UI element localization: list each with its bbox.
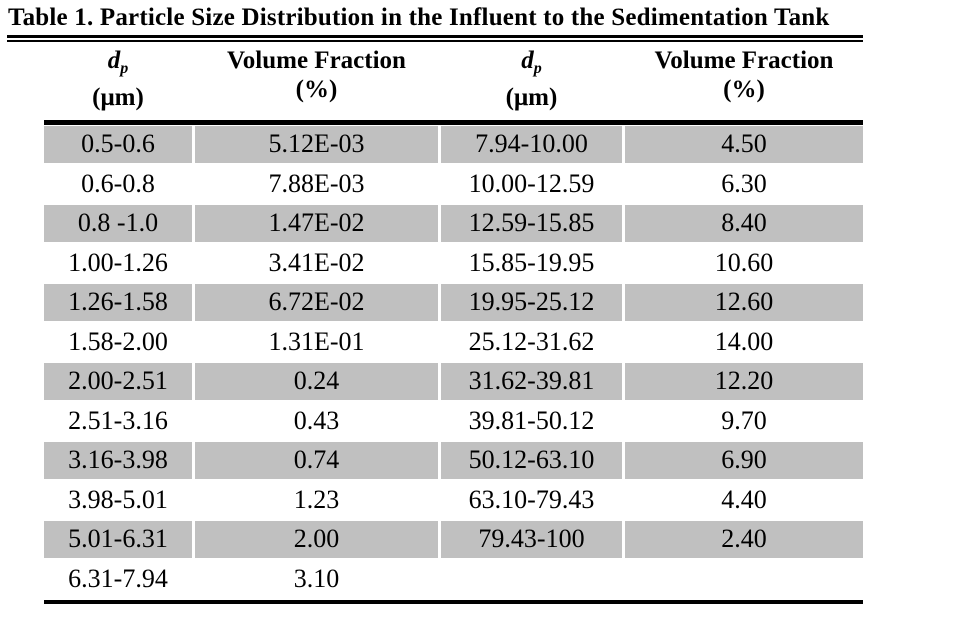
header-col-volume-fraction-left: Volume Fraction (%) <box>195 46 438 112</box>
header-volume-fraction-unit: (%) <box>723 76 765 103</box>
table-row: 1.26-1.58 6.72E-02 19.95-25.12 12.60 <box>44 284 863 321</box>
table-cell: 7.88E-03 <box>268 168 365 198</box>
table-cell: 10.60 <box>714 247 774 277</box>
table-row: 2.51-3.16 0.43 39.81-50.12 9.70 <box>44 403 863 440</box>
table-cell: 1.26-1.58 <box>44 284 192 321</box>
table-cell: 0.6-0.8 <box>81 168 155 198</box>
table-cell: 63.10-79.43 <box>468 484 595 514</box>
header-col-volume-fraction-right: Volume Fraction (%) <box>625 46 863 112</box>
table-cell: 7.94-10.00 <box>441 126 622 163</box>
header-col-dp-right: dp (μm) <box>441 46 622 112</box>
table-cell: 39.81-50.12 <box>468 405 595 435</box>
table-row: 3.98-5.01 1.23 63.10-79.43 4.40 <box>44 482 863 519</box>
table-cell: 10.00-12.59 <box>468 168 595 198</box>
header-col-dp-left: dp (μm) <box>44 46 192 112</box>
table-cell: 1.58-2.00 <box>68 326 168 356</box>
table-cell: 3.10 <box>293 563 340 593</box>
table-cell: 19.95-25.12 <box>441 284 622 321</box>
table-cell: 6.31-7.94 <box>68 563 168 593</box>
table-row: 5.01-6.31 2.00 79.43-100 2.40 <box>44 521 863 558</box>
table-cell: 12.20 <box>625 363 863 400</box>
table-row: 1.58-2.00 1.31E-01 25.12-31.62 14.00 <box>44 324 863 361</box>
table-cell: 1.31E-01 <box>268 326 365 356</box>
table-cell: 12.60 <box>625 284 863 321</box>
table-cell: 1.00-1.26 <box>68 247 168 277</box>
table-cell: 0.5-0.6 <box>44 126 192 163</box>
table-row: 0.8 -1.0 1.47E-02 12.59-15.85 8.40 <box>44 205 863 242</box>
table-row: 1.00-1.26 3.41E-02 15.85-19.95 10.60 <box>44 245 863 282</box>
table-cell: 4.40 <box>721 484 767 514</box>
table-cell: 31.62-39.81 <box>441 363 622 400</box>
table-cell <box>625 561 863 598</box>
table-row: 6.31-7.94 3.10 <box>44 561 863 598</box>
table-header-row: dp (μm) Volume Fraction (%) dp (μm) Volu… <box>44 46 863 112</box>
header-volume-fraction-label: Volume Fraction <box>654 47 834 74</box>
table-cell: 1.23 <box>293 484 340 514</box>
table-cell: 0.43 <box>293 405 340 435</box>
table-cell: 0.24 <box>195 363 438 400</box>
table-row: 0.6-0.8 7.88E-03 10.00-12.59 6.30 <box>44 166 863 203</box>
header-volume-fraction-label: Volume Fraction <box>227 47 406 74</box>
header-dp-symbol: dp <box>521 47 542 77</box>
table-row: 0.5-0.6 5.12E-03 7.94-10.00 4.50 <box>44 126 863 163</box>
table-cell: 6.30 <box>721 168 767 198</box>
table-cell <box>441 561 622 598</box>
header-dp-symbol: dp <box>107 47 129 77</box>
table-cell: 2.00-2.51 <box>44 363 192 400</box>
table-cell: 79.43-100 <box>441 521 622 558</box>
table-cell: 12.59-15.85 <box>441 205 622 242</box>
table-cell: 2.40 <box>625 521 863 558</box>
table-cell: 4.50 <box>625 126 863 163</box>
title-underline <box>7 35 863 42</box>
table-cell: 6.90 <box>625 442 863 479</box>
table-cell: 3.16-3.98 <box>44 442 192 479</box>
table-cell: 25.12-31.62 <box>468 326 595 356</box>
table-cell: 8.40 <box>625 205 863 242</box>
table-cell: 50.12-63.10 <box>441 442 622 479</box>
table-row: 3.16-3.98 0.74 50.12-63.10 6.90 <box>44 442 863 479</box>
table-cell: 6.72E-02 <box>195 284 438 321</box>
table-body: 0.5-0.6 5.12E-03 7.94-10.00 4.50 0.6-0.8 7.88… <box>44 126 863 600</box>
table-cell: 1.47E-02 <box>195 205 438 242</box>
table-cell: 14.00 <box>714 326 774 356</box>
table-row: 2.00-2.51 0.24 31.62-39.81 12.20 <box>44 363 863 400</box>
table-cell: 2.51-3.16 <box>68 405 168 435</box>
bottom-rule <box>44 600 863 604</box>
header-volume-fraction-unit: (%) <box>295 76 338 103</box>
table-cell: 15.85-19.95 <box>468 247 595 277</box>
header-dp-unit: (μm) <box>92 84 144 111</box>
table-title: Table 1. Particle Size Distribution in t… <box>8 4 830 31</box>
table-cell: 0.8 -1.0 <box>44 205 192 242</box>
table-cell: 3.41E-02 <box>268 247 365 277</box>
table-cell: 2.00 <box>195 521 438 558</box>
table-cell: 9.70 <box>721 405 767 435</box>
table-cell: 3.98-5.01 <box>68 484 168 514</box>
table-cell: 0.74 <box>195 442 438 479</box>
header-rule <box>44 120 863 125</box>
table-cell: 5.12E-03 <box>195 126 438 163</box>
header-dp-unit: (μm) <box>505 84 558 111</box>
table-cell: 5.01-6.31 <box>44 521 192 558</box>
